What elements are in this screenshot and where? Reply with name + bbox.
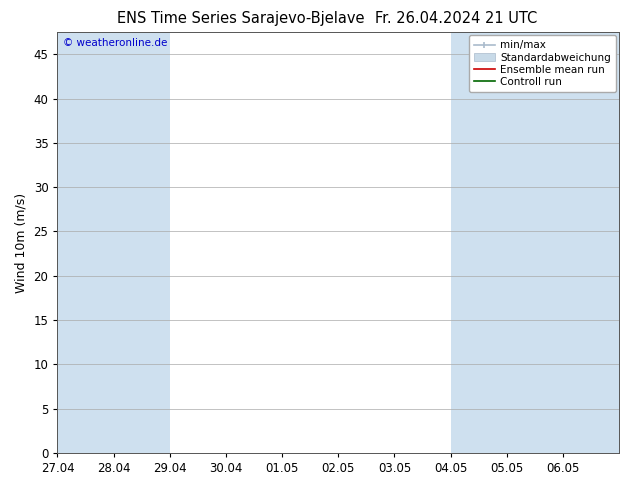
Bar [507, 32, 563, 453]
Text: © weatheronline.de: © weatheronline.de [63, 38, 167, 49]
Bar [113, 32, 170, 453]
Bar [563, 32, 619, 453]
Bar [451, 32, 507, 453]
Legend: min/max, Standardabweichung, Ensemble mean run, Controll run: min/max, Standardabweichung, Ensemble me… [469, 35, 616, 92]
Bar [58, 32, 113, 453]
Text: Fr. 26.04.2024 21 UTC: Fr. 26.04.2024 21 UTC [375, 11, 538, 26]
Text: ENS Time Series Sarajevo-Bjelave: ENS Time Series Sarajevo-Bjelave [117, 11, 365, 26]
Y-axis label: Wind 10m (m/s): Wind 10m (m/s) [15, 193, 28, 293]
